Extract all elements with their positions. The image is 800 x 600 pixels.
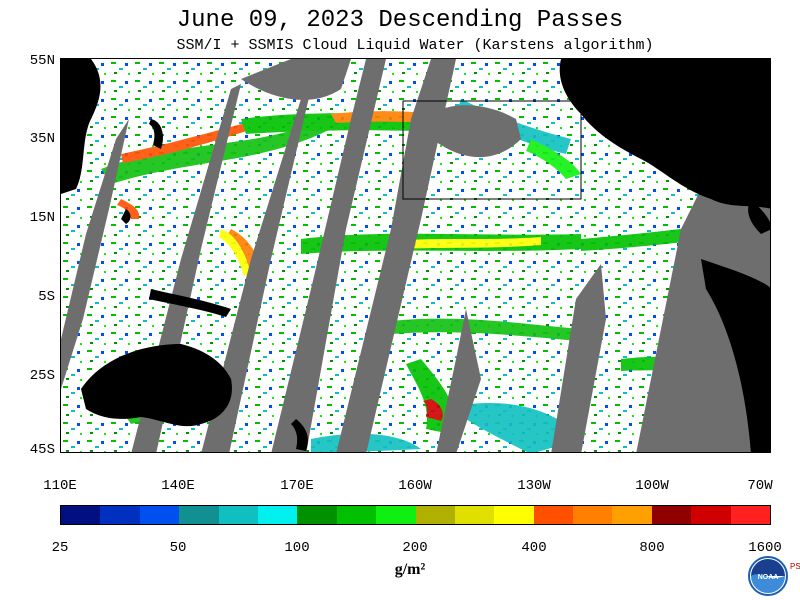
psl-logo-text: PSL [790, 562, 800, 571]
colorbar-swatch-10 [454, 506, 495, 524]
cloud-liquid-water-map [60, 58, 771, 453]
colorbar-swatch-17 [730, 506, 771, 524]
lat-label-15n: 15N [29, 210, 55, 226]
colorbar-swatch-9 [415, 506, 455, 524]
colorbar-swatch-6 [297, 506, 337, 524]
colorbar-swatch-16 [691, 506, 731, 524]
lon-label-110e: 110E [43, 478, 77, 494]
lon-label-160w: 160W [398, 478, 432, 494]
colorbar-swatch-4 [218, 506, 258, 524]
colorbar-tick-100: 100 [284, 540, 310, 556]
colorbar-swatch-14 [612, 506, 652, 524]
colorbar-swatch-11 [494, 506, 534, 524]
noaa-logo-icon: NOAA [748, 556, 788, 596]
landmass [61, 59, 770, 452]
colorbar-tick-1600: 1600 [748, 540, 782, 556]
lat-label-5s: 5S [38, 289, 55, 305]
map-subtitle: SSM/I + SSMIS Cloud Liquid Water (Karste… [176, 37, 654, 54]
colorbar-swatch-7 [336, 506, 377, 524]
lon-label-130w: 130W [517, 478, 551, 494]
colorbar [60, 505, 771, 525]
map-title: June 09, 2023 Descending Passes [176, 7, 624, 34]
colorbar-swatch-13 [573, 506, 613, 524]
lon-label-100w: 100W [635, 478, 669, 494]
lat-label-45s: 45S [29, 442, 55, 458]
lon-label-140e: 140E [161, 478, 195, 494]
colorbar-tick-800: 800 [639, 540, 665, 556]
colorbar-swatch-12 [533, 506, 574, 524]
colorbar-tick-400: 400 [521, 540, 547, 556]
region-box [402, 100, 582, 200]
colorbar-swatch-2 [139, 506, 180, 524]
colorbar-swatch-1 [100, 506, 140, 524]
colorbar-swatch-0 [61, 506, 101, 524]
lat-label-25s: 25S [29, 368, 55, 384]
lon-label-170e: 170E [280, 478, 314, 494]
lat-label-55n: 55N [29, 53, 55, 69]
colorbar-swatch-8 [376, 506, 416, 524]
lat-label-35n: 35N [29, 131, 55, 147]
colorbar-tick-200: 200 [402, 540, 428, 556]
colorbar-swatch-15 [651, 506, 692, 524]
data-gap-swaths [61, 59, 770, 452]
colorbar-swatch-3 [179, 506, 219, 524]
colorbar-tick-50: 50 [169, 540, 187, 556]
colorbar-swatch-5 [257, 506, 298, 524]
logo-text: NOAA [758, 574, 779, 581]
units-label: g/m² [394, 561, 426, 578]
colorbar-tick-25: 25 [51, 540, 69, 556]
lon-label-70w: 70W [747, 478, 773, 494]
